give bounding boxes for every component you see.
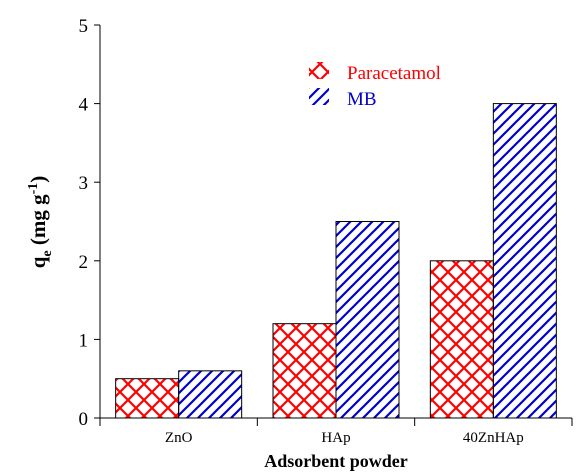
- bars-layer: [115, 103, 557, 419]
- y-axis-title-rest: (mg g: [26, 194, 50, 250]
- y-tick-label: 2: [79, 252, 89, 273]
- x-axis-title: Adsorbent powder: [264, 451, 408, 471]
- x-category-label: HAp: [321, 430, 350, 446]
- y-axis-title: qe (mg g-1): [26, 176, 55, 269]
- y-tick-label: 5: [79, 16, 89, 37]
- y-axis-title-main: q: [26, 256, 50, 268]
- legend-label-paracetamol: Paracetamol: [347, 63, 441, 84]
- legend-swatch-paracetamol: [309, 62, 329, 79]
- bar-mb-40znhap: [492, 103, 557, 419]
- y-ticks: 0 1 2 3 4 5: [79, 16, 100, 430]
- y-tick-label: 3: [79, 173, 89, 194]
- y-axis-title-sub: e: [40, 250, 55, 256]
- x-category-label: ZnO: [165, 430, 193, 446]
- y-tick-label: 0: [79, 409, 89, 430]
- bar-paracetamol-zno: [115, 378, 180, 419]
- y-tick-label: 4: [79, 95, 89, 116]
- bar-mb-zno: [178, 370, 243, 419]
- bar-mb-hap: [335, 221, 400, 419]
- y-axis-title-close: ): [26, 176, 50, 183]
- legend-swatch-mb: [309, 88, 329, 105]
- bar-paracetamol-40znhap: [429, 260, 494, 419]
- y-tick-label: 1: [79, 330, 89, 351]
- legend-label-mb: MB: [347, 89, 377, 110]
- legend: Paracetamol MB: [309, 62, 441, 110]
- bar-paracetamol-hap: [272, 323, 337, 419]
- y-axis-title-sup: -1: [26, 183, 41, 195]
- x-category-label: 40ZnHAp: [463, 430, 524, 446]
- x-ticks: ZnO HAp 40ZnHAp: [99, 418, 573, 446]
